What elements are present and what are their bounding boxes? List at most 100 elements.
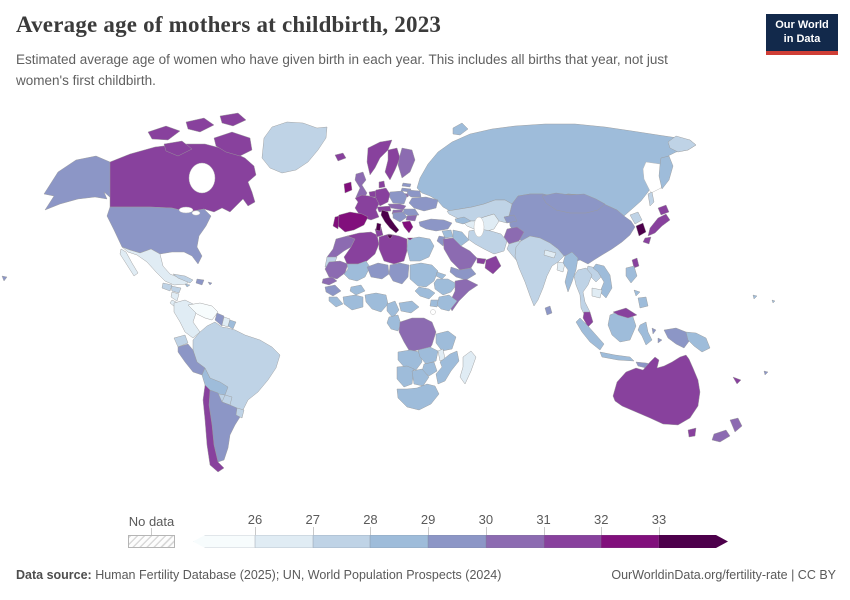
country-nigeria[interactable]	[364, 292, 389, 313]
country-mozambique[interactable]	[435, 350, 460, 385]
country-indonesia-sulawesi[interactable]	[637, 321, 653, 346]
legend-bin[interactable]	[485, 535, 544, 548]
country-vietnam[interactable]	[592, 263, 613, 299]
country-sierra-leone-liberia[interactable]	[328, 296, 344, 308]
country-algeria[interactable]	[343, 231, 380, 265]
country-iran[interactable]	[467, 228, 508, 255]
region-micronesia[interactable]	[752, 294, 758, 300]
region-benelux[interactable]	[368, 190, 377, 198]
country-japan[interactable]	[647, 213, 671, 237]
legend-bin[interactable]	[543, 535, 602, 548]
country-zambia[interactable]	[417, 346, 439, 365]
country-new-caledonia[interactable]	[732, 376, 742, 385]
country-greece-crete[interactable]	[406, 237, 414, 241]
country-madagascar[interactable]	[459, 350, 477, 385]
country-namibia[interactable]	[396, 365, 415, 388]
country-sweden[interactable]	[384, 147, 401, 181]
country-cambodia[interactable]	[591, 287, 603, 299]
country-uruguay[interactable]	[235, 407, 245, 419]
country-greenland[interactable]	[261, 121, 328, 174]
country-kenya[interactable]	[436, 294, 458, 312]
country-french-guiana[interactable]	[227, 319, 237, 330]
country-portugal[interactable]	[332, 215, 340, 230]
country-kyrgyzstan-tajikistan[interactable]	[503, 214, 518, 224]
country-sudan[interactable]	[409, 262, 439, 288]
country-turkey[interactable]	[418, 218, 453, 232]
country-south-sudan[interactable]	[414, 286, 436, 300]
country-chad[interactable]	[388, 262, 410, 285]
country-tanzania[interactable]	[435, 330, 457, 352]
country-mali[interactable]	[343, 260, 371, 282]
country-saudi-arabia[interactable]	[442, 237, 478, 271]
country-canada-islands[interactable]	[147, 125, 181, 141]
country-somalia[interactable]	[448, 278, 479, 312]
country-chile[interactable]	[202, 384, 225, 473]
country-mongolia[interactable]	[541, 192, 606, 214]
country-eritrea[interactable]	[435, 271, 447, 280]
country-nepal[interactable]	[543, 249, 557, 259]
country-niger[interactable]	[366, 262, 390, 280]
no-data-swatch[interactable]	[128, 535, 175, 548]
country-jamaica[interactable]	[184, 283, 191, 288]
country-north-korea[interactable]	[629, 211, 643, 225]
country-estonia[interactable]	[401, 182, 412, 188]
country-italy[interactable]	[380, 209, 400, 234]
country-philippines[interactable]	[633, 289, 641, 297]
legend-bin[interactable]	[255, 535, 313, 548]
legend-bin[interactable]	[428, 535, 486, 548]
country-senegal[interactable]	[321, 276, 338, 286]
legend-bin[interactable]	[312, 535, 371, 548]
country-papua-new-guinea[interactable]	[685, 331, 711, 353]
country-botswana[interactable]	[411, 368, 430, 387]
country-ireland[interactable]	[343, 181, 353, 194]
region-indonesia-papua[interactable]	[663, 327, 691, 349]
country-new-zealand[interactable]	[729, 417, 743, 433]
country-libya[interactable]	[378, 233, 408, 265]
legend-bin[interactable]	[193, 535, 255, 548]
country-spain[interactable]	[335, 211, 369, 233]
country-ukraine[interactable]	[408, 196, 439, 212]
country-south-korea[interactable]	[635, 222, 647, 237]
country-philippines[interactable]	[625, 265, 638, 284]
country-malaysia-borneo[interactable]	[612, 307, 638, 319]
country-ivory-coast-ghana[interactable]	[342, 294, 364, 311]
country-nicaragua[interactable]	[170, 291, 180, 302]
country-yemen[interactable]	[449, 266, 477, 281]
country-canada-islands[interactable]	[219, 112, 247, 127]
country-guatemala[interactable]	[161, 282, 173, 292]
region-maluku[interactable]	[651, 327, 657, 335]
country-indonesia-sumatra[interactable]	[575, 317, 605, 351]
country-guyana[interactable]	[214, 312, 225, 327]
country-suriname[interactable]	[221, 316, 231, 328]
country-canada-baffin[interactable]	[213, 131, 253, 157]
country-mexico-baja[interactable]	[119, 248, 139, 277]
country-myanmar[interactable]	[562, 251, 579, 293]
country-mauritania[interactable]	[324, 260, 349, 280]
legend-bin[interactable]	[601, 535, 659, 548]
country-italy-sicily[interactable]	[386, 234, 394, 240]
country-cuba[interactable]	[172, 273, 194, 284]
country-puerto-rico[interactable]	[207, 281, 213, 286]
region-hawaii[interactable]	[1, 275, 8, 282]
country-ethiopia[interactable]	[433, 278, 458, 296]
country-czech-slovakia[interactable]	[387, 203, 407, 211]
country-sri-lanka[interactable]	[544, 305, 553, 316]
region-caucasus[interactable]	[454, 216, 472, 225]
country-malaysia[interactable]	[582, 311, 594, 328]
country-greece[interactable]	[401, 220, 414, 234]
country-oman[interactable]	[484, 255, 502, 275]
country-thailand[interactable]	[573, 267, 593, 319]
country-canada-islands[interactable]	[185, 117, 215, 133]
country-japan[interactable]	[642, 236, 652, 245]
country-japan[interactable]	[657, 204, 670, 216]
legend-bin[interactable]	[370, 535, 429, 548]
country-central-african-republic[interactable]	[398, 300, 420, 314]
country-cameroon[interactable]	[386, 300, 400, 319]
country-philippines[interactable]	[637, 296, 649, 309]
owid-logo[interactable]: Our World in Data	[766, 14, 838, 55]
region-maluku[interactable]	[657, 337, 663, 344]
country-fiji[interactable]	[763, 370, 769, 376]
owid-url-link[interactable]: OurWorldinData.org/fertility-rate	[611, 568, 788, 582]
country-uk[interactable]	[354, 171, 368, 200]
country-south-africa[interactable]	[396, 383, 440, 411]
